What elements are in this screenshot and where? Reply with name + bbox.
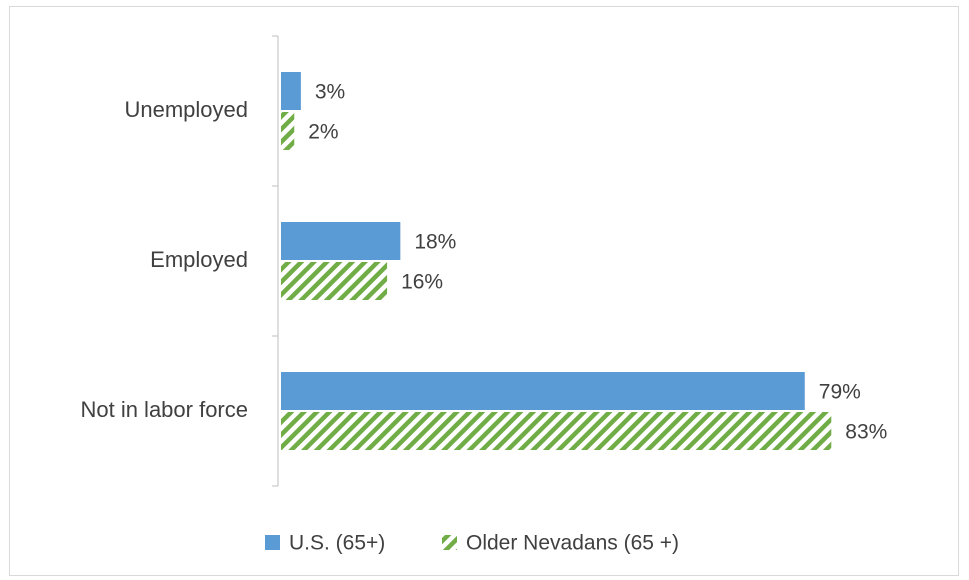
- bar: [281, 262, 388, 300]
- value-label: 2%: [308, 121, 338, 144]
- legend-label: U.S. (65+): [289, 532, 385, 555]
- chart-border: [9, 6, 959, 576]
- category-label: Not in labor force: [80, 397, 248, 422]
- category-label: Employed: [150, 247, 248, 272]
- value-label: 18%: [414, 231, 456, 254]
- category-label: Unemployed: [124, 97, 248, 122]
- value-label: 3%: [315, 81, 345, 104]
- bar: [281, 112, 295, 150]
- value-label: 16%: [401, 271, 443, 294]
- bar: [281, 72, 301, 110]
- bar: [281, 412, 832, 450]
- bar: [281, 222, 401, 260]
- axis-ticks: [272, 35, 278, 487]
- bar: [281, 372, 805, 410]
- legend-swatch: [265, 535, 280, 550]
- value-label: 79%: [819, 381, 861, 404]
- legend-swatch: [442, 535, 457, 550]
- value-label: 83%: [845, 421, 887, 444]
- legend-label: Older Nevadans (65 +): [466, 532, 679, 555]
